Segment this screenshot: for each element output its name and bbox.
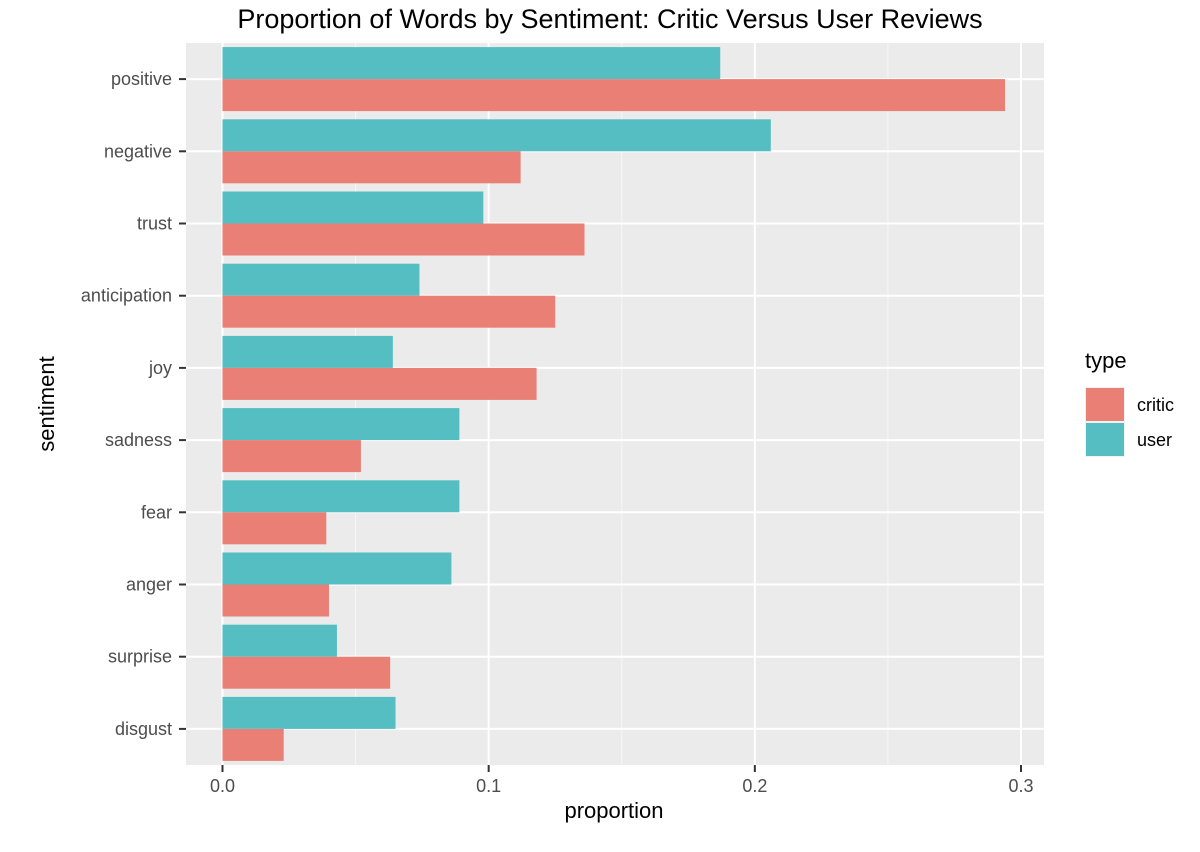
x-tick-label: 0.0 — [210, 776, 235, 796]
y-tick-label-surprise: surprise — [108, 647, 172, 667]
legend-swatch-critic — [1086, 388, 1124, 421]
bar-critic-disgust — [222, 728, 284, 761]
bar-critic-positive — [222, 79, 1006, 112]
x-tick-label: 0.3 — [1008, 776, 1033, 796]
bar-critic-negative — [222, 151, 521, 184]
x-tick-label: 0.2 — [742, 776, 767, 796]
bar-critic-joy — [222, 367, 537, 400]
bar-user-positive — [222, 47, 721, 80]
bar-user-sadness — [222, 408, 460, 441]
y-tick-label-disgust: disgust — [115, 719, 172, 739]
bar-user-anger — [222, 552, 452, 585]
bar-critic-trust — [222, 223, 585, 256]
legend-title: type — [1085, 348, 1127, 373]
bars — [222, 47, 1006, 761]
bar-critic-anticipation — [222, 295, 556, 328]
legend: type critic user — [1085, 348, 1174, 457]
y-tick-label-joy: joy — [148, 358, 172, 378]
bar-user-anticipation — [222, 263, 420, 296]
x-axis-title: proportion — [564, 798, 663, 823]
legend-swatch-user — [1086, 423, 1124, 456]
bar-user-fear — [222, 480, 460, 513]
y-tick-label-sadness: sadness — [105, 430, 172, 450]
y-tick-label-anticipation: anticipation — [81, 286, 172, 306]
bar-user-negative — [222, 119, 771, 152]
y-tick-label-fear: fear — [141, 502, 172, 522]
y-axis: positive negative trust anticipation joy sadn… — [81, 69, 186, 739]
x-axis: 0.0 0.1 0.2 0.3 — [210, 765, 1034, 796]
y-tick-label-trust: trust — [137, 214, 172, 234]
bar-critic-anger — [222, 584, 329, 617]
bar-critic-sadness — [222, 440, 361, 473]
y-tick-label-positive: positive — [111, 69, 172, 89]
chart-title: Proportion of Words by Sentiment: Critic… — [237, 4, 982, 34]
bar-user-joy — [222, 335, 393, 368]
bar-critic-fear — [222, 512, 327, 545]
bar-user-surprise — [222, 624, 337, 657]
x-tick-label: 0.1 — [476, 776, 501, 796]
legend-label-user: user — [1137, 430, 1172, 450]
bar-user-disgust — [222, 696, 396, 729]
y-tick-label-anger: anger — [126, 575, 172, 595]
bar-user-trust — [222, 191, 484, 224]
y-tick-label-negative: negative — [104, 141, 172, 161]
y-axis-title: sentiment — [34, 356, 59, 451]
bar-critic-surprise — [222, 656, 391, 689]
legend-label-critic: critic — [1137, 395, 1174, 415]
